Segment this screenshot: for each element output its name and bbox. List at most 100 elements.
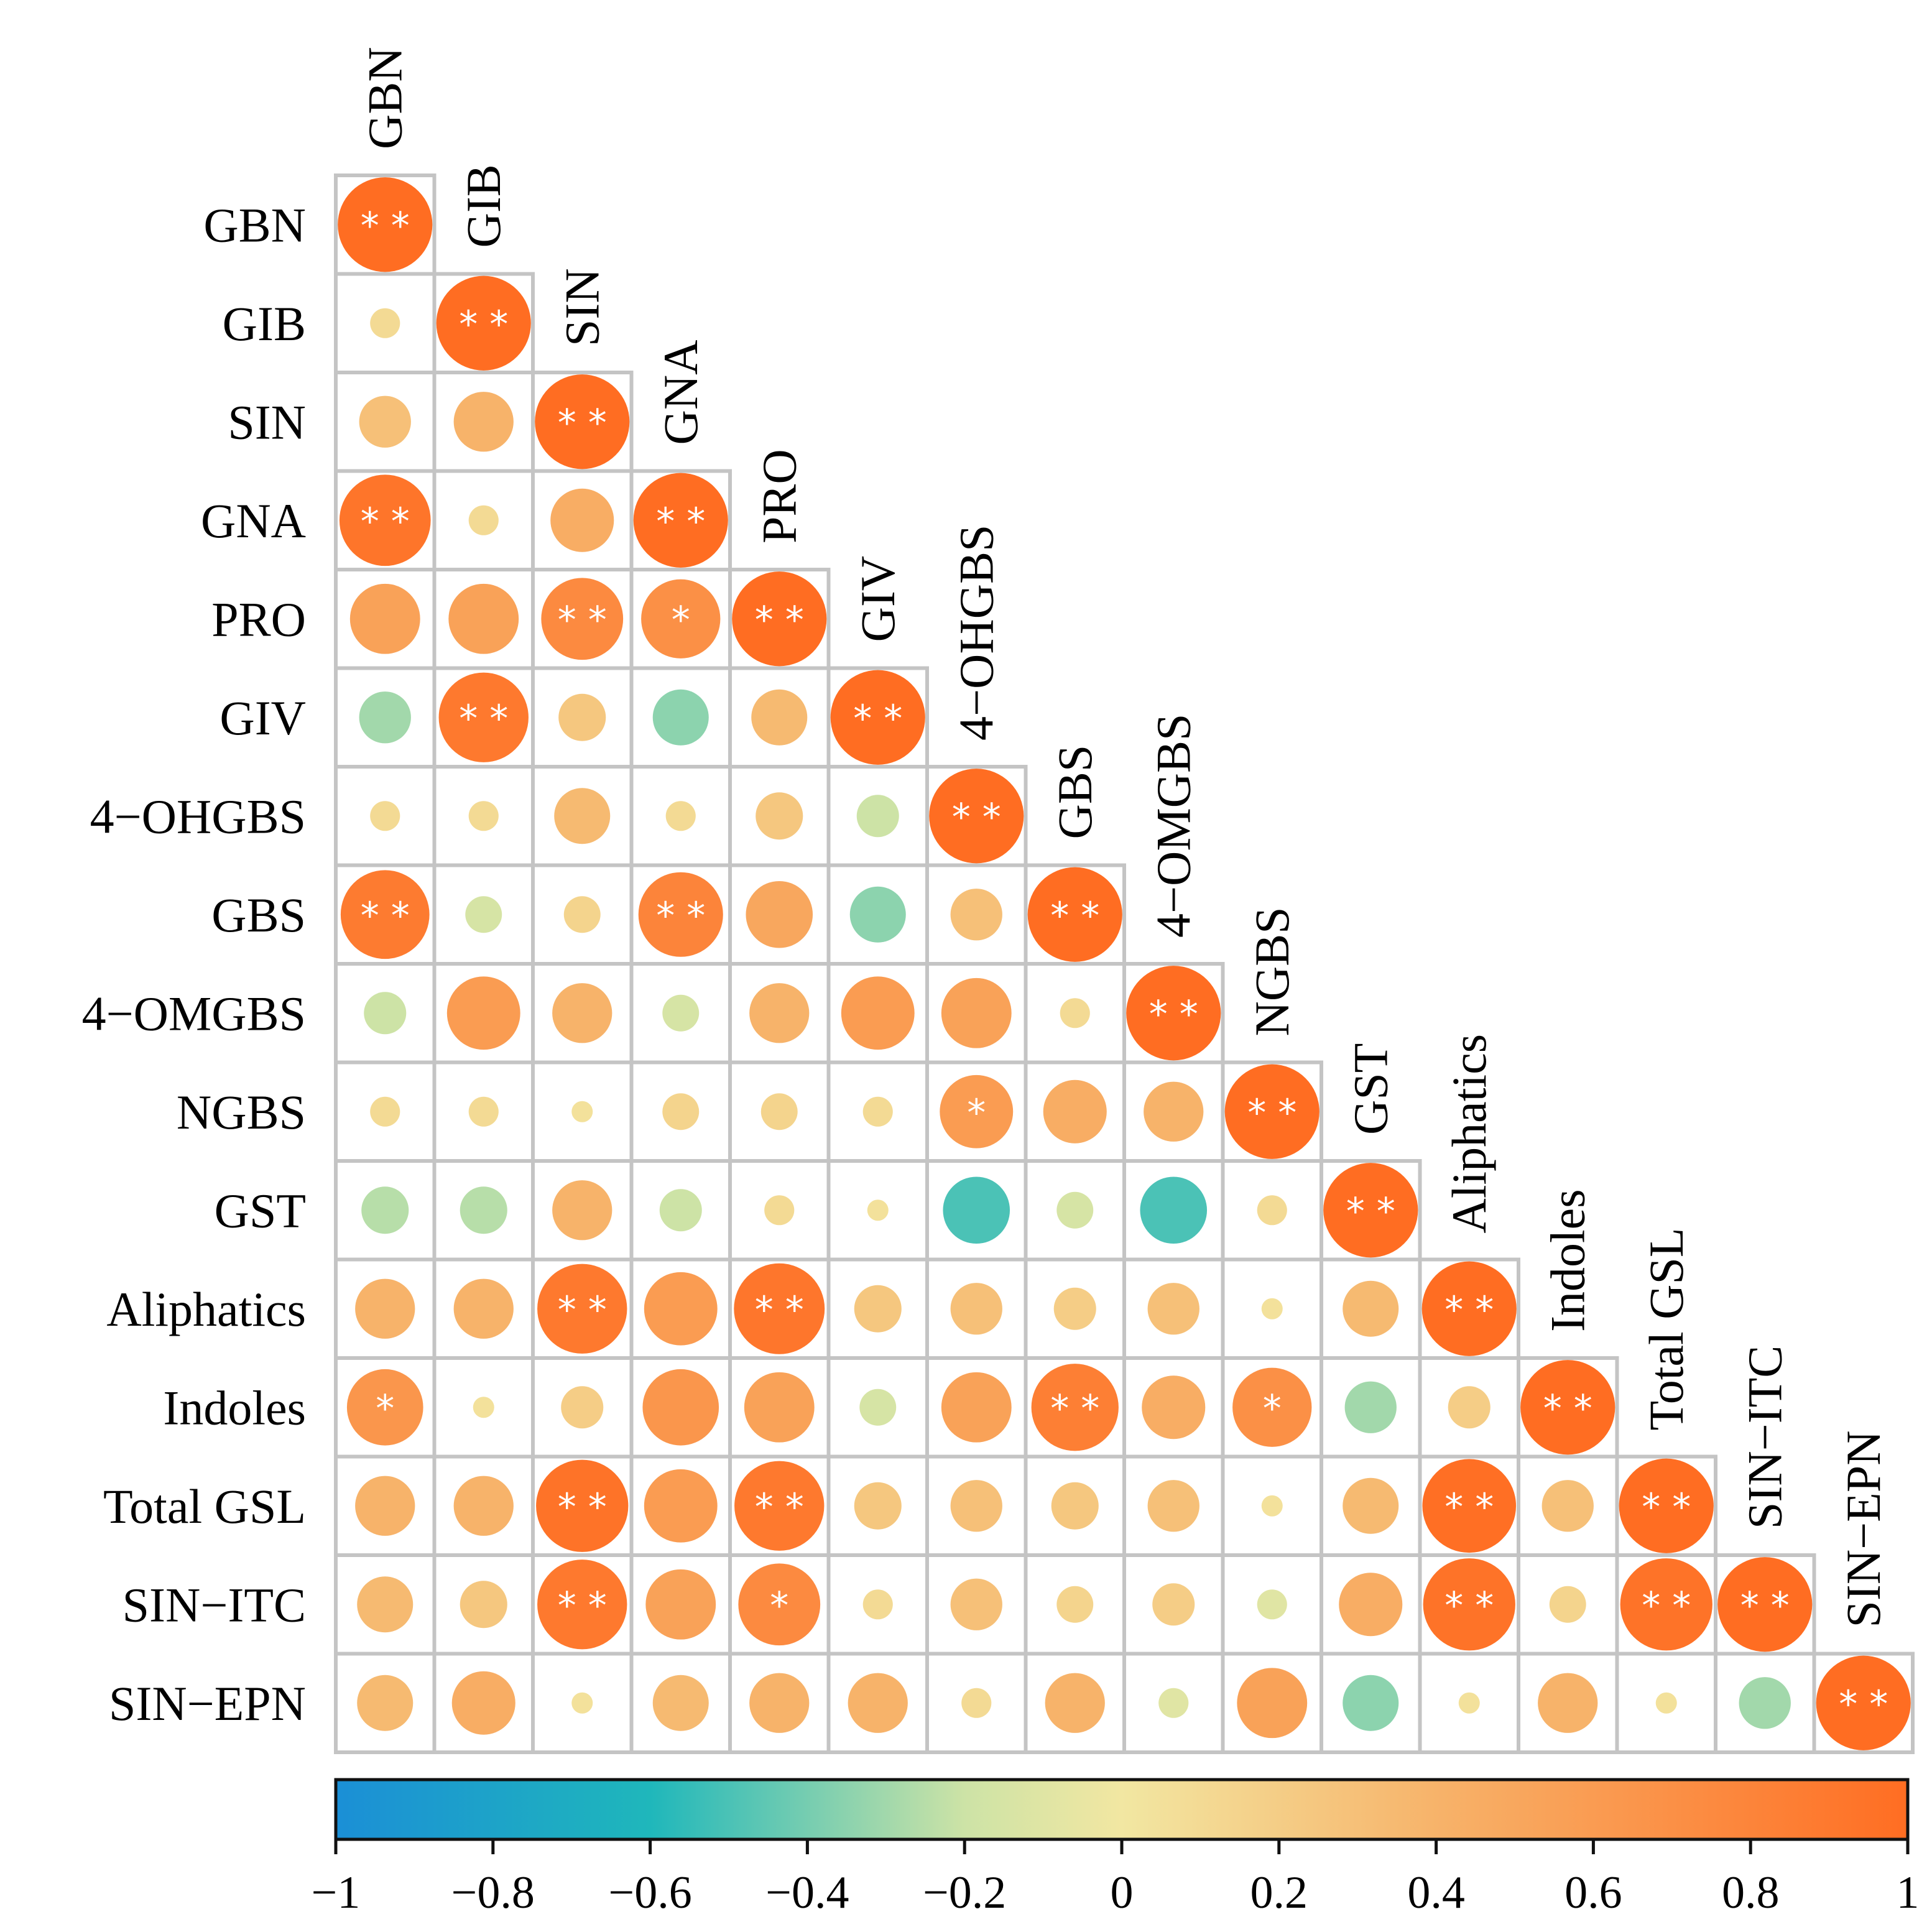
significance-mark: * *	[1642, 1584, 1691, 1627]
corr-circle	[1140, 1176, 1208, 1244]
row-labels: GBN GIB SIN GNA PRO GIV 4−OHGBS GBS 4−OMGBS NGBS G…	[82, 198, 306, 1731]
corr-circle	[633, 473, 728, 568]
corr-circle	[451, 1671, 515, 1735]
significance-markers: * * * * * * * * * * * * * * * * * * * * * * * * * * *…	[361, 204, 1888, 1726]
corr-circle	[738, 1563, 821, 1646]
corr-circle	[744, 1372, 815, 1443]
significance-mark: * *	[1050, 894, 1099, 938]
corr-circle	[830, 670, 925, 765]
corr-circle	[1261, 1298, 1283, 1319]
corr-circle	[339, 474, 431, 566]
colorbar-tick-label: 0.8	[1722, 1867, 1780, 1918]
corr-circle	[453, 1278, 514, 1339]
corr-circle	[734, 1263, 825, 1354]
corr-circle	[468, 801, 499, 831]
row-label: Aliphatics	[106, 1282, 306, 1336]
corr-circle	[460, 1581, 507, 1629]
corr-circle	[1031, 1364, 1119, 1451]
significance-mark: * *	[558, 1288, 607, 1332]
significance-mark: * *	[1740, 1584, 1790, 1627]
corr-circle	[1458, 1692, 1480, 1714]
significance-mark: * *	[1642, 1486, 1691, 1529]
corr-circle	[1144, 1081, 1204, 1142]
corr-circle	[856, 795, 899, 838]
corr-circle	[1816, 1655, 1911, 1750]
corr-circle	[862, 1589, 893, 1620]
significance-mark: *	[770, 1584, 788, 1627]
corr-circle	[535, 374, 630, 469]
corr-circle	[446, 976, 520, 1050]
corr-circle	[1422, 1459, 1517, 1553]
row-label: SIN	[228, 395, 306, 449]
colorbar	[334, 1778, 1910, 1841]
corr-circle	[1257, 1195, 1287, 1226]
significance-mark: * *	[558, 1584, 607, 1627]
row-label: PRO	[211, 592, 306, 646]
corr-circle	[1043, 1079, 1107, 1144]
corr-circle	[1147, 1283, 1199, 1335]
corr-circle	[1520, 1360, 1615, 1455]
corr-circle	[756, 792, 803, 840]
corr-circle	[950, 1578, 1002, 1630]
corr-circle	[854, 1482, 902, 1530]
corr-circle	[1152, 1583, 1195, 1626]
corr-circle	[652, 1675, 709, 1731]
column-label: SIN	[555, 268, 609, 346]
corr-circle	[659, 1189, 702, 1232]
corr-circle	[1339, 1573, 1403, 1637]
column-label: GBS	[1048, 745, 1102, 839]
corr-circle	[468, 505, 499, 535]
corr-circle	[1147, 1480, 1199, 1532]
corr-circle	[1257, 1589, 1287, 1620]
column-label: NGBS	[1245, 907, 1299, 1036]
row-label: Indoles	[163, 1380, 306, 1435]
corr-circle	[364, 992, 407, 1035]
significance-mark: * *	[361, 204, 410, 247]
corr-circle	[749, 1673, 810, 1733]
corr-circle	[1051, 1482, 1099, 1530]
corr-circle	[1717, 1557, 1813, 1652]
corr-circle	[749, 983, 810, 1043]
row-label: Total GSL	[103, 1479, 306, 1533]
corr-circle	[645, 1569, 716, 1640]
corr-circle	[357, 1576, 414, 1633]
significance-mark: * *	[558, 598, 607, 642]
corr-circle	[554, 788, 611, 844]
corr-circle	[537, 1560, 627, 1650]
corr-circle	[357, 1675, 414, 1731]
corr-circle	[1027, 867, 1122, 962]
significance-mark: * *	[755, 1486, 804, 1529]
colorbar-tick-label: 0.4	[1407, 1867, 1465, 1918]
corr-circle	[940, 1074, 1014, 1148]
corr-circle	[1619, 1458, 1714, 1553]
corr-circle	[950, 889, 1002, 941]
corr-circle	[1549, 1586, 1586, 1623]
corr-circle	[854, 1285, 902, 1333]
corr-circle	[1126, 966, 1221, 1061]
corr-circle	[571, 1692, 593, 1714]
corr-circle	[662, 1093, 700, 1130]
corr-circle	[1423, 1558, 1515, 1651]
corr-circle	[950, 1283, 1002, 1335]
row-label: SIN−EPN	[109, 1676, 306, 1731]
column-label: 4−OMGBS	[1146, 714, 1200, 938]
significance-mark: * *	[558, 1486, 607, 1529]
corr-circle	[1261, 1495, 1283, 1517]
column-label: Total GSL	[1639, 1227, 1693, 1430]
column-label: SIN−EPN	[1836, 1430, 1890, 1627]
significance-mark: * *	[1247, 1091, 1296, 1135]
corr-circle	[558, 693, 606, 741]
matrix-grid	[334, 173, 1915, 1754]
corr-circle	[1421, 1261, 1517, 1356]
corr-circle	[644, 1469, 718, 1543]
corr-circle	[346, 1369, 423, 1446]
corr-circle	[943, 1176, 1010, 1244]
corr-circle	[563, 896, 601, 933]
column-labels: GBN GIB SIN GNA PRO GIV 4−OHGBS GBS 4−OMGBS NGBS G…	[358, 47, 1890, 1627]
row-label: GST	[215, 1183, 306, 1237]
corr-circle	[961, 1688, 992, 1718]
row-label: NGBS	[177, 1085, 306, 1139]
significance-mark: * *	[1543, 1387, 1592, 1430]
significance-mark: * *	[755, 1288, 804, 1332]
corr-circle	[665, 801, 696, 831]
